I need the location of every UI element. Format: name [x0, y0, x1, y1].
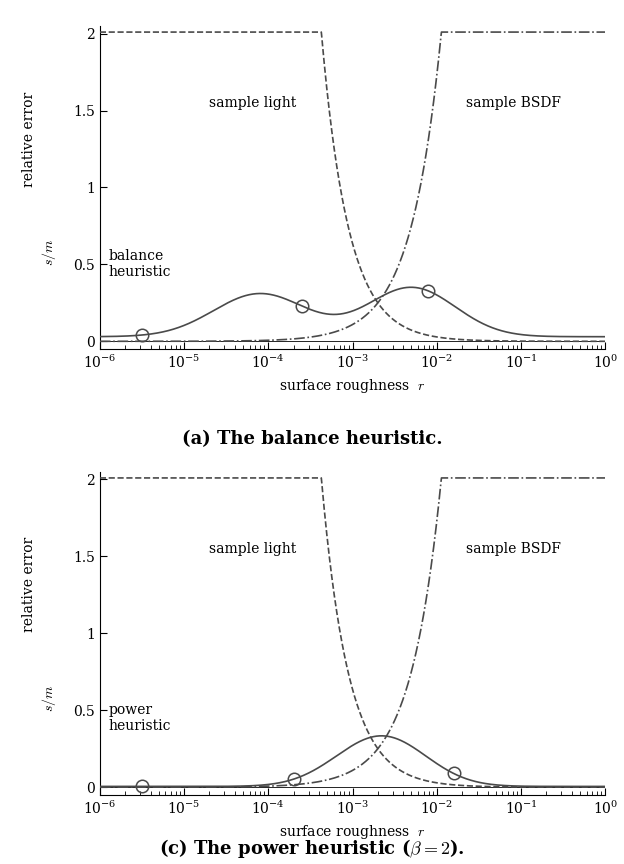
Text: relative error: relative error [22, 92, 36, 187]
Text: $s/m$: $s/m$ [41, 684, 58, 712]
Text: relative error: relative error [22, 537, 36, 632]
Text: power
heuristic: power heuristic [109, 702, 171, 733]
Text: balance
heuristic: balance heuristic [109, 250, 171, 279]
Text: $s/m$: $s/m$ [41, 238, 58, 266]
Text: sample BSDF: sample BSDF [466, 96, 561, 110]
X-axis label: surface roughness  $r$: surface roughness $r$ [280, 823, 426, 841]
Text: (a) The balance heuristic.: (a) The balance heuristic. [182, 430, 442, 448]
Text: sample light: sample light [210, 542, 296, 556]
Text: (c) The power heuristic ($\beta = 2$).: (c) The power heuristic ($\beta = 2$). [159, 836, 465, 860]
Text: sample BSDF: sample BSDF [466, 542, 561, 556]
Text: sample light: sample light [210, 96, 296, 110]
X-axis label: surface roughness  $r$: surface roughness $r$ [280, 377, 426, 395]
